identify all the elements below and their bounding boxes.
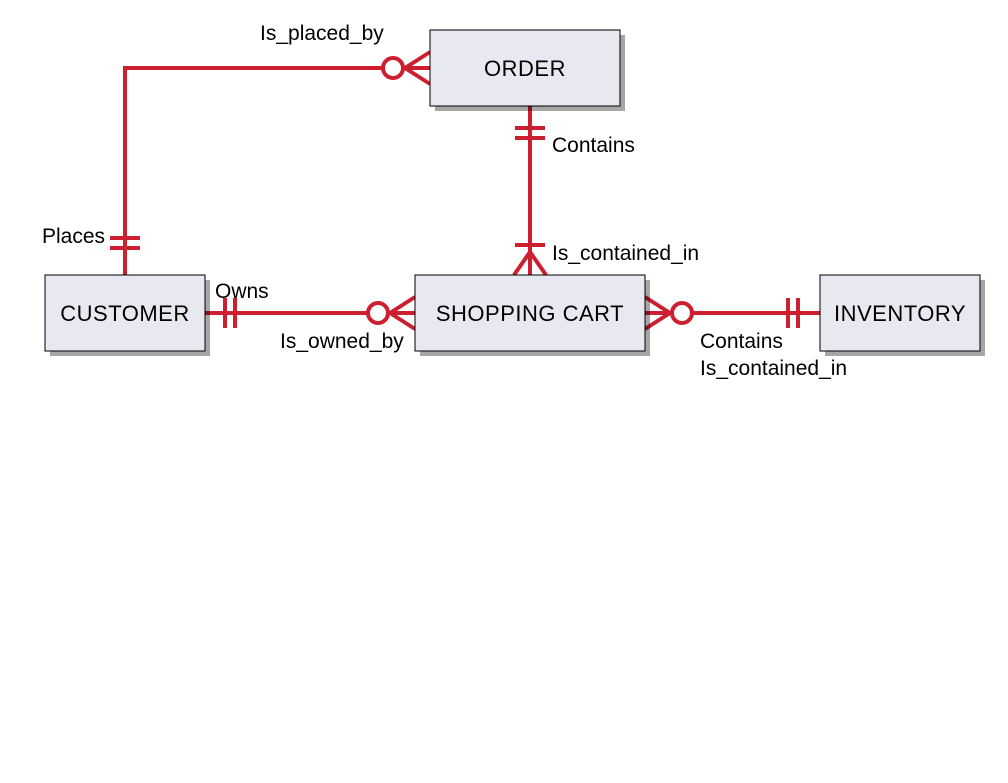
label-is-owned-by: Is_owned_by — [280, 330, 404, 353]
edge-cart-inventory — [645, 297, 820, 329]
entity-inventory-label: INVENTORY — [834, 301, 966, 326]
er-diagram: CUSTOMER ORDER SHOPPING CART INVENTORY I… — [0, 0, 1008, 783]
edge-customer-order — [110, 52, 430, 275]
label-is-contained-right: Is_contained_in — [700, 357, 847, 380]
label-owns: Owns — [215, 280, 269, 303]
entity-order: ORDER — [430, 30, 625, 111]
label-contains-right: Contains — [700, 330, 783, 353]
label-contains-top: Contains — [552, 134, 635, 157]
label-is-placed-by: Is_placed_by — [260, 22, 384, 45]
entity-inventory: INVENTORY — [820, 275, 985, 356]
entity-cart-label: SHOPPING CART — [436, 301, 624, 326]
label-is-contained-top: Is_contained_in — [552, 242, 699, 265]
entity-order-label: ORDER — [484, 56, 566, 81]
entity-cart: SHOPPING CART — [415, 275, 650, 356]
edge-order-cart — [514, 106, 546, 275]
entity-customer-label: CUSTOMER — [60, 301, 190, 326]
entity-customer: CUSTOMER — [45, 275, 210, 356]
label-places: Places — [42, 225, 105, 248]
